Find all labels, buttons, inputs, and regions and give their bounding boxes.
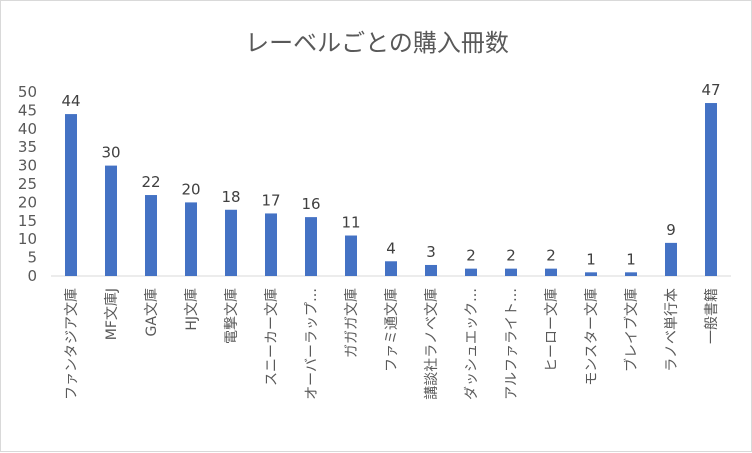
category-label: スニーカー文庫: [263, 288, 280, 386]
bar: [545, 268, 557, 276]
bar: [425, 264, 437, 276]
category-label: ダッシュエック…: [464, 288, 480, 400]
y-tick-label: 20: [18, 193, 37, 211]
data-label: 18: [221, 188, 240, 206]
data-label: 22: [141, 173, 160, 191]
bar: [625, 272, 637, 276]
data-label: 44: [61, 92, 80, 110]
category-label: ブレイブ文庫: [623, 288, 640, 372]
category-label: GA文庫: [143, 288, 160, 336]
data-label: 4: [386, 239, 396, 257]
category-label: HJ文庫: [183, 288, 200, 331]
data-label: 17: [261, 191, 280, 209]
bar: [185, 202, 197, 276]
y-tick-label: 30: [18, 157, 37, 175]
category-label: アルファライト…: [504, 288, 520, 400]
bar: [665, 242, 677, 276]
data-label: 30: [101, 144, 120, 162]
bar: [305, 217, 317, 276]
y-tick-label: 15: [18, 212, 37, 230]
y-tick-label: 50: [18, 83, 37, 101]
data-label: 11: [341, 214, 360, 232]
bar: [265, 213, 277, 276]
category-label: ヒーロー文庫: [543, 288, 560, 372]
data-label: 9: [666, 221, 676, 239]
category-label: ラノベ単行本: [664, 288, 680, 372]
category-label: 一般書籍: [703, 288, 720, 344]
category-label: ファミ通文庫: [383, 288, 400, 372]
y-tick-label: 10: [18, 230, 37, 248]
data-label: 16: [301, 195, 320, 213]
data-label: 1: [626, 250, 636, 268]
category-label: ファンタジア文庫: [63, 288, 80, 400]
bar: [105, 165, 117, 276]
bar: [345, 235, 357, 276]
y-tick-label: 45: [18, 101, 37, 119]
y-tick-label: 40: [18, 120, 37, 138]
category-label: オーバーラップ…: [304, 288, 320, 400]
y-tick-label: 35: [18, 138, 37, 156]
category-label: 講談社ラノベ文庫: [423, 288, 440, 400]
bar: [465, 268, 477, 276]
bar: [145, 195, 157, 276]
data-label: 47: [701, 81, 720, 99]
category-label: モンスター文庫: [583, 288, 600, 386]
bar: [65, 114, 77, 276]
data-label: 2: [546, 247, 556, 265]
bar: [505, 268, 517, 276]
bar: [225, 209, 237, 276]
y-tick-label: 25: [18, 175, 37, 193]
bar: [585, 272, 597, 276]
data-label: 2: [506, 247, 516, 265]
bar: [385, 261, 397, 276]
y-tick-label: 0: [27, 267, 37, 285]
chart-title: レーベルごとの購入冊数: [245, 29, 509, 57]
y-tick-label: 5: [27, 249, 37, 267]
data-label: 20: [181, 180, 200, 198]
data-label: 3: [426, 243, 436, 261]
data-label: 1: [586, 250, 596, 268]
category-label: ガガガ文庫: [343, 288, 360, 358]
category-label: MF文庫J: [103, 288, 120, 340]
bar: [705, 103, 717, 276]
data-label: 2: [466, 247, 476, 265]
category-label: 電撃文庫: [223, 288, 240, 344]
